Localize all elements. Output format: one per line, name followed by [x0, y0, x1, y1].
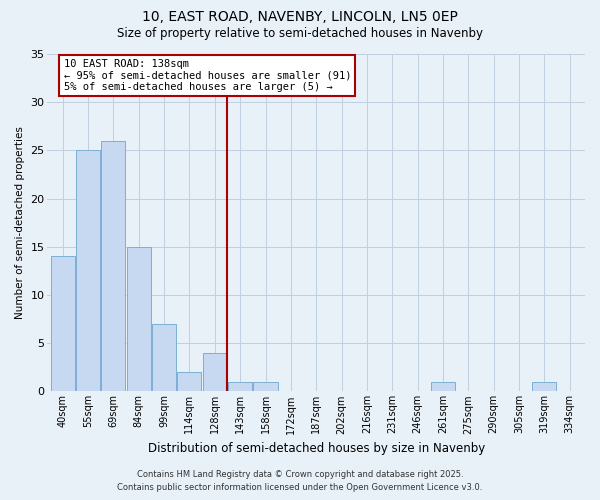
- Bar: [532, 382, 556, 392]
- Text: 10, EAST ROAD, NAVENBY, LINCOLN, LN5 0EP: 10, EAST ROAD, NAVENBY, LINCOLN, LN5 0EP: [142, 10, 458, 24]
- Bar: [178, 372, 202, 392]
- Bar: [127, 247, 151, 392]
- Bar: [203, 353, 227, 392]
- Bar: [50, 256, 75, 392]
- Bar: [152, 324, 176, 392]
- Bar: [76, 150, 100, 392]
- Y-axis label: Number of semi-detached properties: Number of semi-detached properties: [15, 126, 25, 319]
- Bar: [253, 382, 278, 392]
- Bar: [431, 382, 455, 392]
- Text: Contains HM Land Registry data © Crown copyright and database right 2025.
Contai: Contains HM Land Registry data © Crown c…: [118, 470, 482, 492]
- Text: 10 EAST ROAD: 138sqm
← 95% of semi-detached houses are smaller (91)
5% of semi-d: 10 EAST ROAD: 138sqm ← 95% of semi-detac…: [64, 59, 351, 92]
- Bar: [101, 141, 125, 392]
- Bar: [228, 382, 252, 392]
- Text: Size of property relative to semi-detached houses in Navenby: Size of property relative to semi-detach…: [117, 28, 483, 40]
- X-axis label: Distribution of semi-detached houses by size in Navenby: Distribution of semi-detached houses by …: [148, 442, 485, 455]
